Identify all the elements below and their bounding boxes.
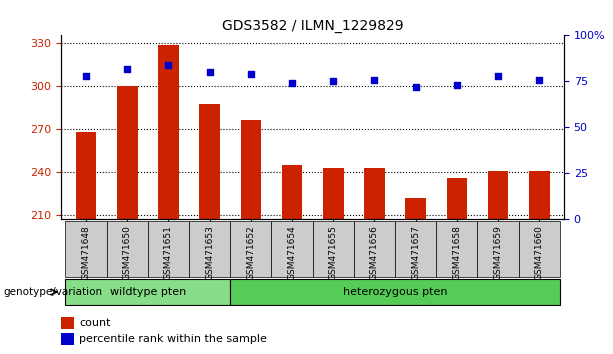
Title: GDS3582 / ILMN_1229829: GDS3582 / ILMN_1229829 bbox=[222, 19, 403, 33]
Bar bbox=[158, 45, 179, 354]
Text: GSM471650: GSM471650 bbox=[123, 225, 132, 280]
FancyBboxPatch shape bbox=[66, 221, 107, 277]
Point bbox=[411, 84, 421, 90]
Bar bbox=[488, 171, 508, 354]
Text: GSM471653: GSM471653 bbox=[205, 225, 214, 280]
Text: GSM471655: GSM471655 bbox=[329, 225, 338, 280]
Point bbox=[205, 69, 215, 75]
Bar bbox=[240, 120, 261, 354]
Point bbox=[164, 62, 173, 68]
Point bbox=[81, 73, 91, 79]
Text: GSM471652: GSM471652 bbox=[246, 225, 256, 280]
FancyBboxPatch shape bbox=[436, 221, 478, 277]
FancyBboxPatch shape bbox=[66, 279, 230, 305]
FancyBboxPatch shape bbox=[230, 221, 272, 277]
Text: heterozygous pten: heterozygous pten bbox=[343, 287, 447, 297]
Bar bbox=[199, 104, 220, 354]
Text: GSM471657: GSM471657 bbox=[411, 225, 420, 280]
Point bbox=[535, 77, 544, 82]
Text: wildtype pten: wildtype pten bbox=[110, 287, 186, 297]
Text: GSM471651: GSM471651 bbox=[164, 225, 173, 280]
FancyBboxPatch shape bbox=[107, 221, 148, 277]
FancyBboxPatch shape bbox=[519, 221, 560, 277]
Point bbox=[370, 77, 379, 82]
Text: GSM471659: GSM471659 bbox=[493, 225, 503, 280]
FancyBboxPatch shape bbox=[478, 221, 519, 277]
Bar bbox=[364, 168, 385, 354]
FancyBboxPatch shape bbox=[395, 221, 436, 277]
FancyBboxPatch shape bbox=[354, 221, 395, 277]
Text: GSM471660: GSM471660 bbox=[535, 225, 544, 280]
Point bbox=[287, 80, 297, 86]
Text: percentile rank within the sample: percentile rank within the sample bbox=[79, 334, 267, 344]
Point bbox=[452, 82, 462, 88]
Text: count: count bbox=[79, 318, 110, 328]
FancyBboxPatch shape bbox=[313, 221, 354, 277]
Bar bbox=[446, 178, 467, 354]
Bar bbox=[405, 198, 426, 354]
Bar bbox=[282, 165, 302, 354]
FancyBboxPatch shape bbox=[148, 221, 189, 277]
Bar bbox=[61, 333, 74, 345]
Point bbox=[493, 73, 503, 79]
Text: GSM471658: GSM471658 bbox=[452, 225, 462, 280]
Bar bbox=[323, 168, 343, 354]
Bar bbox=[529, 171, 549, 354]
Bar bbox=[76, 132, 96, 354]
FancyBboxPatch shape bbox=[189, 221, 230, 277]
Text: genotype/variation: genotype/variation bbox=[3, 287, 102, 297]
Bar bbox=[117, 86, 137, 354]
FancyBboxPatch shape bbox=[272, 221, 313, 277]
Text: GSM471654: GSM471654 bbox=[287, 225, 297, 280]
Text: GSM471656: GSM471656 bbox=[370, 225, 379, 280]
Bar bbox=[61, 317, 74, 329]
Text: GSM471648: GSM471648 bbox=[82, 225, 91, 280]
Point bbox=[246, 71, 256, 77]
FancyBboxPatch shape bbox=[230, 279, 560, 305]
Point bbox=[123, 66, 132, 72]
Point bbox=[329, 79, 338, 84]
